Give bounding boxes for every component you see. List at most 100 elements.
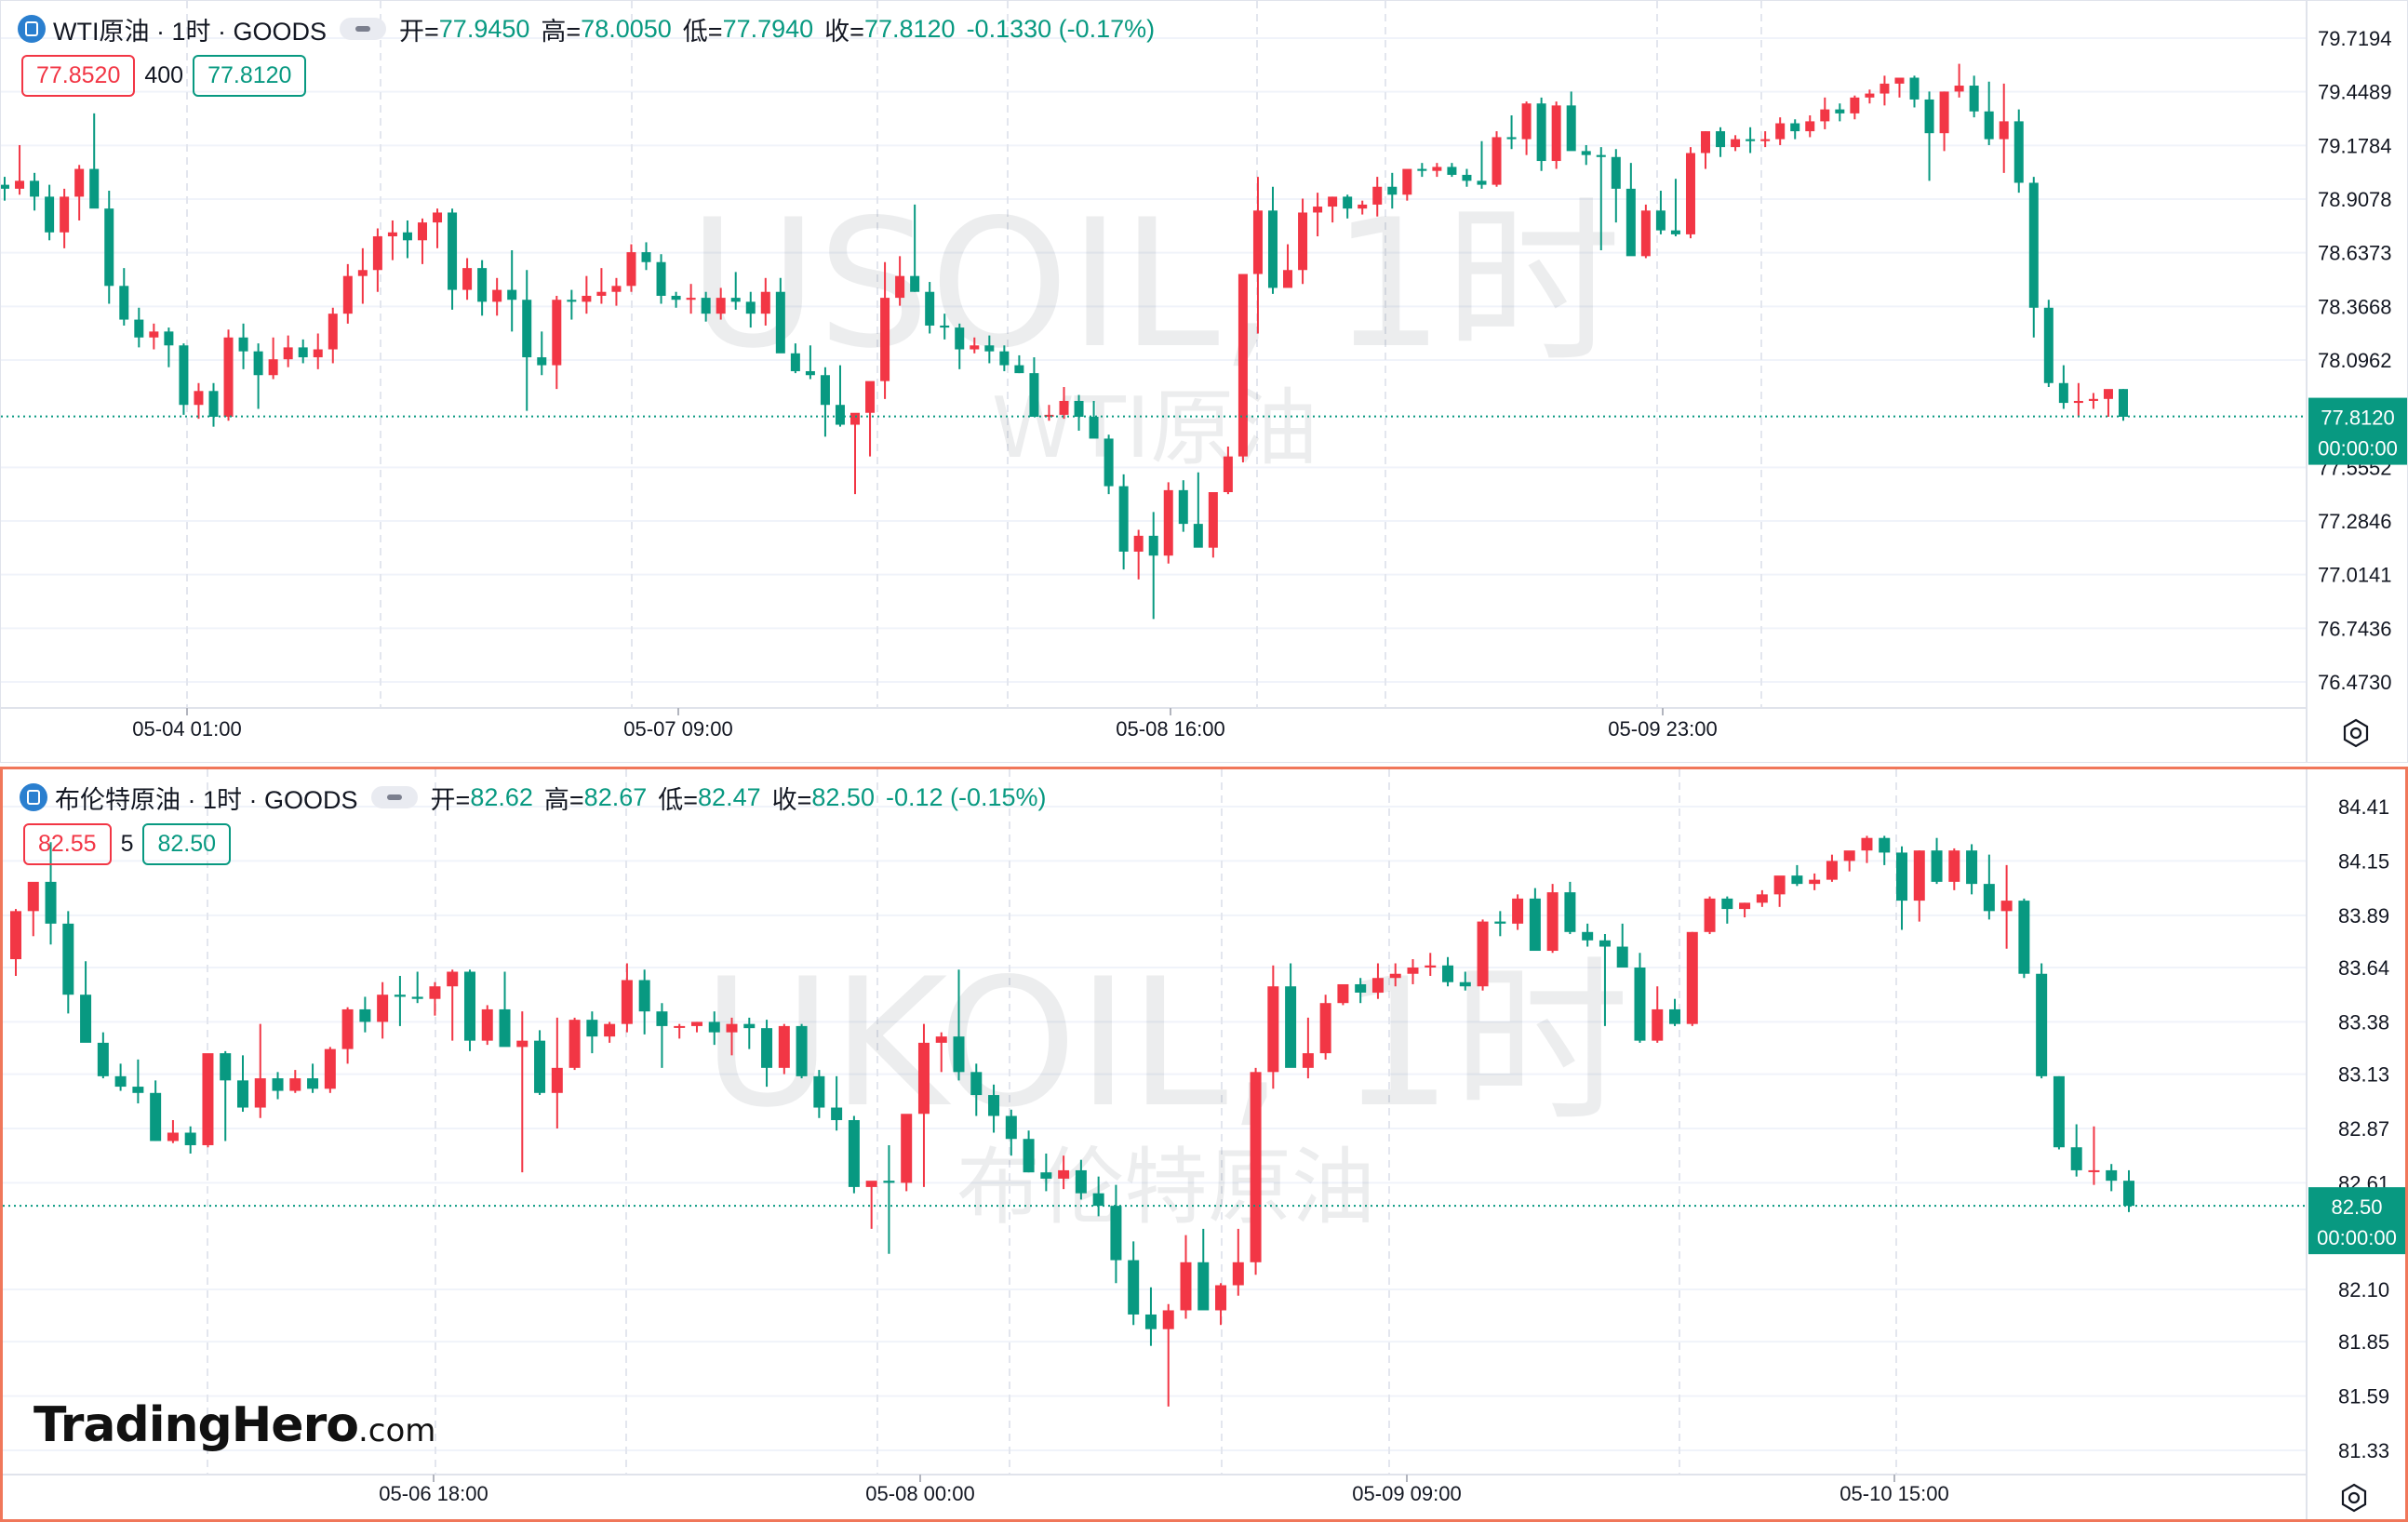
candle <box>114 1063 127 1091</box>
countdown-label: 00:00:00 <box>2317 1226 2397 1249</box>
candle-body <box>1704 898 1716 932</box>
candle <box>955 323 965 369</box>
candle-body <box>1059 400 1069 415</box>
candle-body <box>1459 981 1471 987</box>
candle <box>970 337 980 354</box>
candle <box>813 1070 825 1118</box>
collapse-icon[interactable] <box>340 18 386 40</box>
buy-price-badge[interactable]: 82.50 <box>142 823 232 865</box>
candle-body <box>1634 968 1646 1041</box>
price-tick-label: 77.2846 <box>2318 510 2392 533</box>
candle-body <box>1283 270 1293 288</box>
price-tick-label: 83.38 <box>2338 1010 2389 1034</box>
candle-body <box>726 1023 738 1033</box>
candle-body <box>1969 86 1979 112</box>
candle <box>917 1023 930 1187</box>
candle <box>1389 963 1401 987</box>
countdown-label: 00:00:00 <box>2318 437 2398 461</box>
candle <box>60 188 70 248</box>
candle-body <box>1865 93 1875 98</box>
candle-body <box>2103 389 2113 399</box>
candle <box>1506 115 1517 150</box>
candle-body <box>2053 1075 2065 1148</box>
gear-icon[interactable] <box>2338 1482 2370 1514</box>
candle <box>429 981 441 1016</box>
candle <box>1913 850 1925 922</box>
candle-body <box>45 196 55 233</box>
high-value: 82.67 <box>583 782 648 811</box>
candle-body <box>492 289 502 302</box>
candle-body <box>674 1025 686 1028</box>
candle-body <box>272 1078 284 1091</box>
candle <box>1880 75 1890 106</box>
candle-body <box>1075 1169 1087 1194</box>
candle-body <box>641 252 651 262</box>
candle-body <box>1492 137 1502 185</box>
series-title[interactable]: WTI原油 · 1时 · GOODS <box>53 17 327 46</box>
candle <box>805 345 815 380</box>
close-label: 收= <box>771 785 812 814</box>
sell-price-badge[interactable]: 77.8520 <box>21 55 136 97</box>
price-tick-label: 81.59 <box>2338 1385 2389 1409</box>
candle <box>2106 1164 2118 1192</box>
candle <box>745 291 756 328</box>
watermark-name: 布伦特原油 <box>957 1139 1375 1236</box>
candle-body <box>1298 212 1308 271</box>
buy-price-badge[interactable]: 77.8120 <box>193 55 307 97</box>
symbol-icon[interactable] <box>20 783 47 811</box>
candle <box>149 323 159 350</box>
candle-body <box>30 180 40 197</box>
gear-icon[interactable] <box>2340 717 2372 749</box>
candle-body <box>760 291 770 314</box>
candle-body <box>220 1053 232 1081</box>
candle <box>223 329 234 421</box>
symbol-icon[interactable] <box>18 15 46 43</box>
candle <box>179 343 189 415</box>
price-tick-label: 77.0141 <box>2318 564 2392 587</box>
candle-body <box>1337 983 1349 1004</box>
candle <box>586 1011 598 1054</box>
candle <box>1850 95 1860 120</box>
chart-pane-brent[interactable]: UKOIL, 1时 布伦特原油 84.41 84.15 83.89 83.64 83.38 8… <box>0 767 2408 1522</box>
candle <box>132 1059 144 1104</box>
chart-pane-wti[interactable]: USOIL, 1时 WTI原油 79.7194 79.4489 79.1784 78.90… <box>0 0 2408 763</box>
candle <box>999 345 1010 371</box>
candle <box>1144 1287 1157 1346</box>
candle <box>910 204 920 292</box>
candle-body <box>1389 973 1401 979</box>
candle-body <box>1966 850 1978 885</box>
candle <box>194 382 204 420</box>
candle-body <box>2018 901 2030 974</box>
candle-body <box>1775 123 1786 140</box>
sell-price-badge[interactable]: 82.55 <box>23 823 112 865</box>
candle-body <box>402 232 412 241</box>
collapse-icon[interactable] <box>370 786 418 808</box>
candle-body <box>1267 210 1278 288</box>
change-value: -0.1330 (-0.17%) <box>966 14 1156 43</box>
candle-body <box>848 1120 860 1187</box>
candle <box>865 1181 877 1229</box>
candle <box>1685 147 1695 239</box>
candle <box>1634 953 1646 1043</box>
candle <box>686 284 696 314</box>
candle <box>208 382 219 427</box>
candle <box>1197 1228 1210 1311</box>
candle <box>1074 394 1084 431</box>
candle-body <box>477 268 488 302</box>
candle-body <box>1924 99 1934 134</box>
candle-body <box>910 275 920 292</box>
candle-body <box>1148 535 1158 556</box>
time-tick-label: 05-04 01:00 <box>132 717 241 741</box>
candle <box>417 218 427 264</box>
candle <box>690 1021 702 1033</box>
candle-body <box>1791 875 1803 885</box>
candle <box>1775 117 1786 145</box>
candle <box>1148 512 1158 620</box>
candle <box>1611 149 1621 223</box>
candle <box>1252 177 1263 334</box>
candle <box>604 1021 616 1043</box>
candle <box>341 1007 354 1064</box>
series-title[interactable]: 布伦特原油 · 1时 · GOODS <box>55 785 358 814</box>
